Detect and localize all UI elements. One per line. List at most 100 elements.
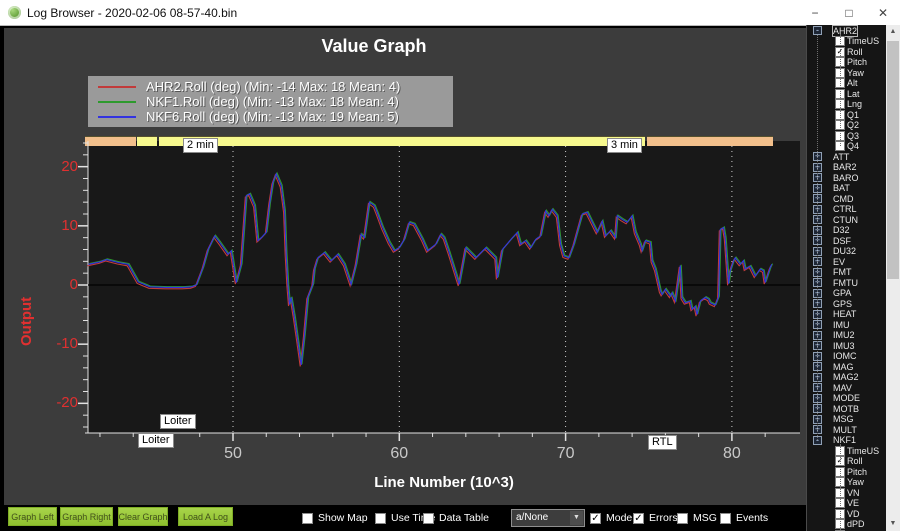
field-label[interactable]: dPD — [847, 519, 865, 529]
tree-root-ctun[interactable]: + CTUN — [807, 214, 886, 225]
tree-root-label[interactable]: GPA — [833, 288, 852, 298]
tree-field-yaw[interactable]: Yaw — [807, 477, 886, 488]
tree-field-q4[interactable]: Q4 — [807, 141, 886, 152]
tree-root-label[interactable]: IMU3 — [833, 340, 855, 351]
tree-root-bat[interactable]: + BAT — [807, 183, 886, 194]
tree-root-label[interactable]: HEAT — [833, 309, 857, 319]
tree-root-label[interactable]: MULT — [833, 424, 857, 435]
scroll-down-icon[interactable]: ▼ — [886, 517, 900, 531]
tree-root-gps[interactable]: + GPS — [807, 298, 886, 309]
tree-root-msg[interactable]: + MSG — [807, 414, 886, 425]
tree-field-roll[interactable]: ✓ Roll — [807, 456, 886, 467]
tree-field-lng[interactable]: Lng — [807, 99, 886, 110]
tree-root-label[interactable]: BARO — [833, 172, 859, 183]
field-label[interactable]: TimeUS — [847, 445, 880, 456]
tree-root-label[interactable]: MSG — [833, 414, 854, 424]
tree-root-label[interactable]: DSF — [833, 235, 851, 246]
tree-root-label[interactable]: MAV — [833, 382, 852, 393]
tree-field-ve[interactable]: VE — [807, 498, 886, 509]
field-label[interactable]: Roll — [847, 456, 863, 466]
tree-root-gpa[interactable]: + GPA — [807, 288, 886, 299]
tree-root-du32[interactable]: + DU32 — [807, 246, 886, 257]
tree-root-label[interactable]: MAG2 — [833, 372, 859, 382]
tree-root-cmd[interactable]: + CMD — [807, 193, 886, 204]
tree-root-label[interactable]: MOTB — [833, 403, 859, 414]
tree-root-motb[interactable]: + MOTB — [807, 403, 886, 414]
field-label[interactable]: Q4 — [847, 141, 860, 151]
checkbox[interactable] — [677, 512, 688, 524]
tree-root-label[interactable]: BAT — [833, 183, 850, 193]
tree-root-imu[interactable]: + IMU — [807, 319, 886, 330]
tree-root-ahr2[interactable]: - AHR2 — [807, 25, 886, 37]
tree-field-pitch[interactable]: Pitch — [807, 466, 886, 477]
field-label[interactable]: TimeUS — [847, 36, 880, 46]
tree-root-label[interactable]: IMU — [833, 319, 850, 330]
tree-root-imu2[interactable]: + IMU2 — [807, 330, 886, 341]
tree-root-label[interactable]: EV — [833, 256, 846, 267]
tree-root-fmtu[interactable]: + FMTU — [807, 277, 886, 288]
field-label[interactable]: Pitch — [847, 466, 868, 477]
graph-source-dropdown[interactable]: a/None ▼ — [511, 509, 585, 527]
tree-root-d32[interactable]: + D32 — [807, 225, 886, 236]
tree-root-label[interactable]: CMD — [833, 193, 854, 204]
tree-root-label[interactable]: MODE — [833, 393, 860, 403]
close-button[interactable]: ✕ — [877, 5, 889, 20]
tree-field-lat[interactable]: Lat — [807, 88, 886, 99]
tree-field-vd[interactable]: VD — [807, 508, 886, 519]
tree-root-dsf[interactable]: + DSF — [807, 235, 886, 246]
sidebar-scrollbar[interactable]: ▲ ▼ — [886, 25, 900, 531]
tree-root-bar2[interactable]: + BAR2 — [807, 162, 886, 173]
tree-root-label[interactable]: CTUN — [833, 214, 858, 225]
clear-graph-button[interactable]: Clear Graph — [118, 507, 168, 526]
graph-left-button[interactable]: Graph Left — [8, 507, 57, 526]
tree-root-label[interactable]: GPS — [833, 298, 853, 309]
tree-field-dpd[interactable]: dPD — [807, 519, 886, 530]
field-label[interactable]: Yaw — [847, 67, 864, 78]
field-label[interactable]: Q1 — [847, 109, 860, 120]
plot-area[interactable] — [88, 141, 800, 433]
checkbox[interactable] — [375, 512, 386, 524]
tree-root-att[interactable]: + ATT — [807, 151, 886, 162]
tree-root-mav[interactable]: + MAV — [807, 382, 886, 393]
field-label[interactable]: Lat — [847, 88, 860, 99]
tree-root-mult[interactable]: + MULT — [807, 424, 886, 435]
tree-root-label[interactable]: FMTU — [833, 277, 858, 288]
tree-root-mag[interactable]: + MAG — [807, 361, 886, 372]
field-label[interactable]: Lng — [847, 99, 863, 109]
checkbox-label[interactable]: Show Map — [318, 512, 368, 524]
field-label[interactable]: VN — [847, 487, 860, 498]
tree-root-ctrl[interactable]: + CTRL — [807, 204, 886, 215]
tree-root-label[interactable]: BAR2 — [833, 162, 857, 172]
checkbox[interactable] — [423, 512, 434, 524]
field-label[interactable]: Q3 — [847, 130, 860, 141]
tree-root-label[interactable]: IMU2 — [833, 330, 855, 340]
checkbox[interactable] — [720, 512, 731, 524]
tree-field-timeus[interactable]: TimeUS — [807, 445, 886, 456]
tree-field-roll[interactable]: ✓ Roll — [807, 46, 886, 57]
graph-right-button[interactable]: Graph Right — [60, 507, 113, 526]
tree-root-label[interactable]: FMT — [833, 267, 852, 277]
load-a-log-button[interactable]: Load A Log — [178, 507, 233, 526]
field-label[interactable]: VD — [847, 508, 860, 519]
tree-field-vn[interactable]: VN — [807, 487, 886, 498]
chevron-down-icon[interactable]: ▼ — [570, 511, 583, 525]
field-label[interactable]: VE — [847, 498, 860, 508]
tree-field-pitch[interactable]: Pitch — [807, 57, 886, 68]
maximize-button[interactable]: □ — [845, 5, 853, 20]
tree-root-label[interactable]: AHR2 — [831, 25, 859, 37]
field-label[interactable]: Pitch — [847, 57, 868, 67]
tree-field-alt[interactable]: Alt — [807, 78, 886, 89]
tree-root-iomc[interactable]: + IOMC — [807, 351, 886, 362]
tree-root-label[interactable]: CTRL — [833, 204, 857, 214]
checkbox-label[interactable]: Mode — [606, 512, 633, 524]
field-label[interactable]: Q2 — [847, 120, 860, 130]
tree-root-ev[interactable]: + EV — [807, 256, 886, 267]
field-label[interactable]: Roll — [847, 46, 863, 57]
checkbox[interactable]: ✓ — [633, 512, 644, 524]
tree-root-nkf1[interactable]: - NKF1 — [807, 435, 886, 446]
scroll-up-icon[interactable]: ▲ — [886, 25, 900, 39]
tree-root-fmt[interactable]: + FMT — [807, 267, 886, 278]
minimize-button[interactable]: − — [811, 5, 819, 20]
tree-field-q3[interactable]: Q3 — [807, 130, 886, 141]
tree-field-q2[interactable]: Q2 — [807, 120, 886, 131]
